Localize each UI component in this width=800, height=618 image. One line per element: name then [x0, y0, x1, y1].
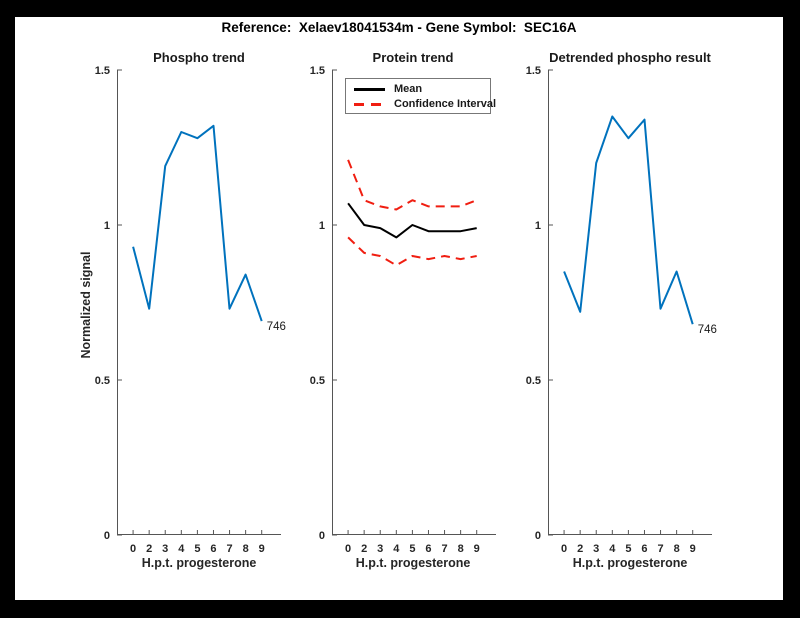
y-tick-label: 1 — [104, 220, 110, 232]
x-tick-label: 9 — [690, 543, 696, 555]
x-tick-label: 8 — [243, 543, 249, 555]
x-tick-label: 6 — [425, 543, 431, 555]
matlab-figure: Reference: Xelaev18041534m - Gene Symbol… — [15, 17, 783, 600]
detrended-phospho-chart: 0 0.5 1 1.5 0 2 3 4 5 6 7 8 9 746 — [526, 65, 717, 555]
x-tick-label: 6 — [210, 543, 216, 555]
x-tick-label: 5 — [194, 543, 200, 555]
x-tick-label: 7 — [657, 543, 663, 555]
x-tick-label: 4 — [609, 543, 616, 555]
mean-line-sample — [354, 88, 385, 91]
y-tick-label: 0 — [104, 530, 110, 542]
legend-label-confidence-interval: Confidence Interval — [394, 98, 497, 110]
x-tick-label: 7 — [441, 543, 447, 555]
x-tick-label: 8 — [458, 543, 464, 555]
endpoint-label: 746 — [267, 321, 286, 333]
plot-area: 00.511.50 2 3 4 5 6 7 8 9 — [310, 65, 496, 555]
x-tick-label: 4 — [178, 543, 185, 555]
x-tick-label: 0 — [561, 543, 567, 555]
y-tick-label: 1.5 — [310, 65, 325, 77]
legend-item-confidence-interval: Confidence Interval — [354, 97, 496, 112]
x-tick-label: 3 — [162, 543, 168, 555]
y-tick-label: 0.5 — [95, 375, 110, 387]
x-tick-label: 8 — [674, 543, 680, 555]
y-tick-label: 0 — [319, 530, 325, 542]
x-tick-label: 9 — [259, 543, 265, 555]
subplot-title-protein-trend: Protein trend — [372, 50, 454, 65]
subplot-title-detrended-phospho: Detrended phospho result — [549, 50, 711, 65]
phospho-line — [132, 124, 263, 322]
phospho-trend-chart: 0 0.5 1 1.5 0 2 3 4 5 6 7 8 9 746 — [95, 65, 286, 555]
x-tick-label: 2 — [361, 543, 367, 555]
figure-title: Reference: Xelaev18041534m - Gene Symbol… — [221, 20, 577, 35]
confidence-interval-line-sample — [354, 103, 385, 106]
x-tick-label: 2 — [146, 543, 152, 555]
x-tick-label: 6 — [641, 543, 647, 555]
mean-line — [347, 202, 477, 239]
x-tick-label: 5 — [625, 543, 631, 555]
protein-trend-chart: 0 0.5 1 1.5 0 2 3 4 5 6 7 8 9 — [310, 65, 496, 555]
x-tick-label: 7 — [226, 543, 232, 555]
ci-lower-line — [347, 236, 477, 267]
x-tick-label: 4 — [393, 543, 400, 555]
y-tick-label: 0.5 — [310, 375, 325, 387]
x-tick-label: 3 — [593, 543, 599, 555]
x-tick-label: 0 — [130, 543, 136, 555]
detrended-phospho-line — [563, 115, 694, 325]
ci-upper-line — [347, 159, 478, 211]
y-tick-label: 0 — [535, 530, 541, 542]
legend-item-mean: Mean — [354, 82, 490, 97]
y-tick-label: 1 — [319, 220, 325, 232]
xlabel-protein-trend: H.p.t. progesterone — [355, 556, 471, 570]
xlabel-phospho-trend: H.p.t. progesterone — [141, 556, 257, 570]
legend-label-mean: Mean — [394, 83, 423, 95]
endpoint-label: 746 — [698, 324, 717, 336]
x-tick-label: 3 — [377, 543, 383, 555]
y-axis-label: Normalized signal — [79, 251, 93, 359]
legend-box: Mean Confidence Interval — [345, 78, 496, 114]
x-tick-label: 5 — [409, 543, 415, 555]
subplot-title-phospho-trend: Phospho trend — [153, 50, 245, 65]
xlabel-detrended-phospho: H.p.t. progesterone — [572, 556, 688, 570]
x-tick-label: 9 — [474, 543, 480, 555]
y-tick-label: 1.5 — [526, 65, 541, 77]
x-tick-label: 2 — [577, 543, 583, 555]
y-tick-label: 1 — [535, 220, 541, 232]
x-tick-label: 0 — [345, 543, 351, 555]
y-tick-label: 0.5 — [526, 375, 541, 387]
y-tick-label: 1.5 — [95, 65, 110, 77]
